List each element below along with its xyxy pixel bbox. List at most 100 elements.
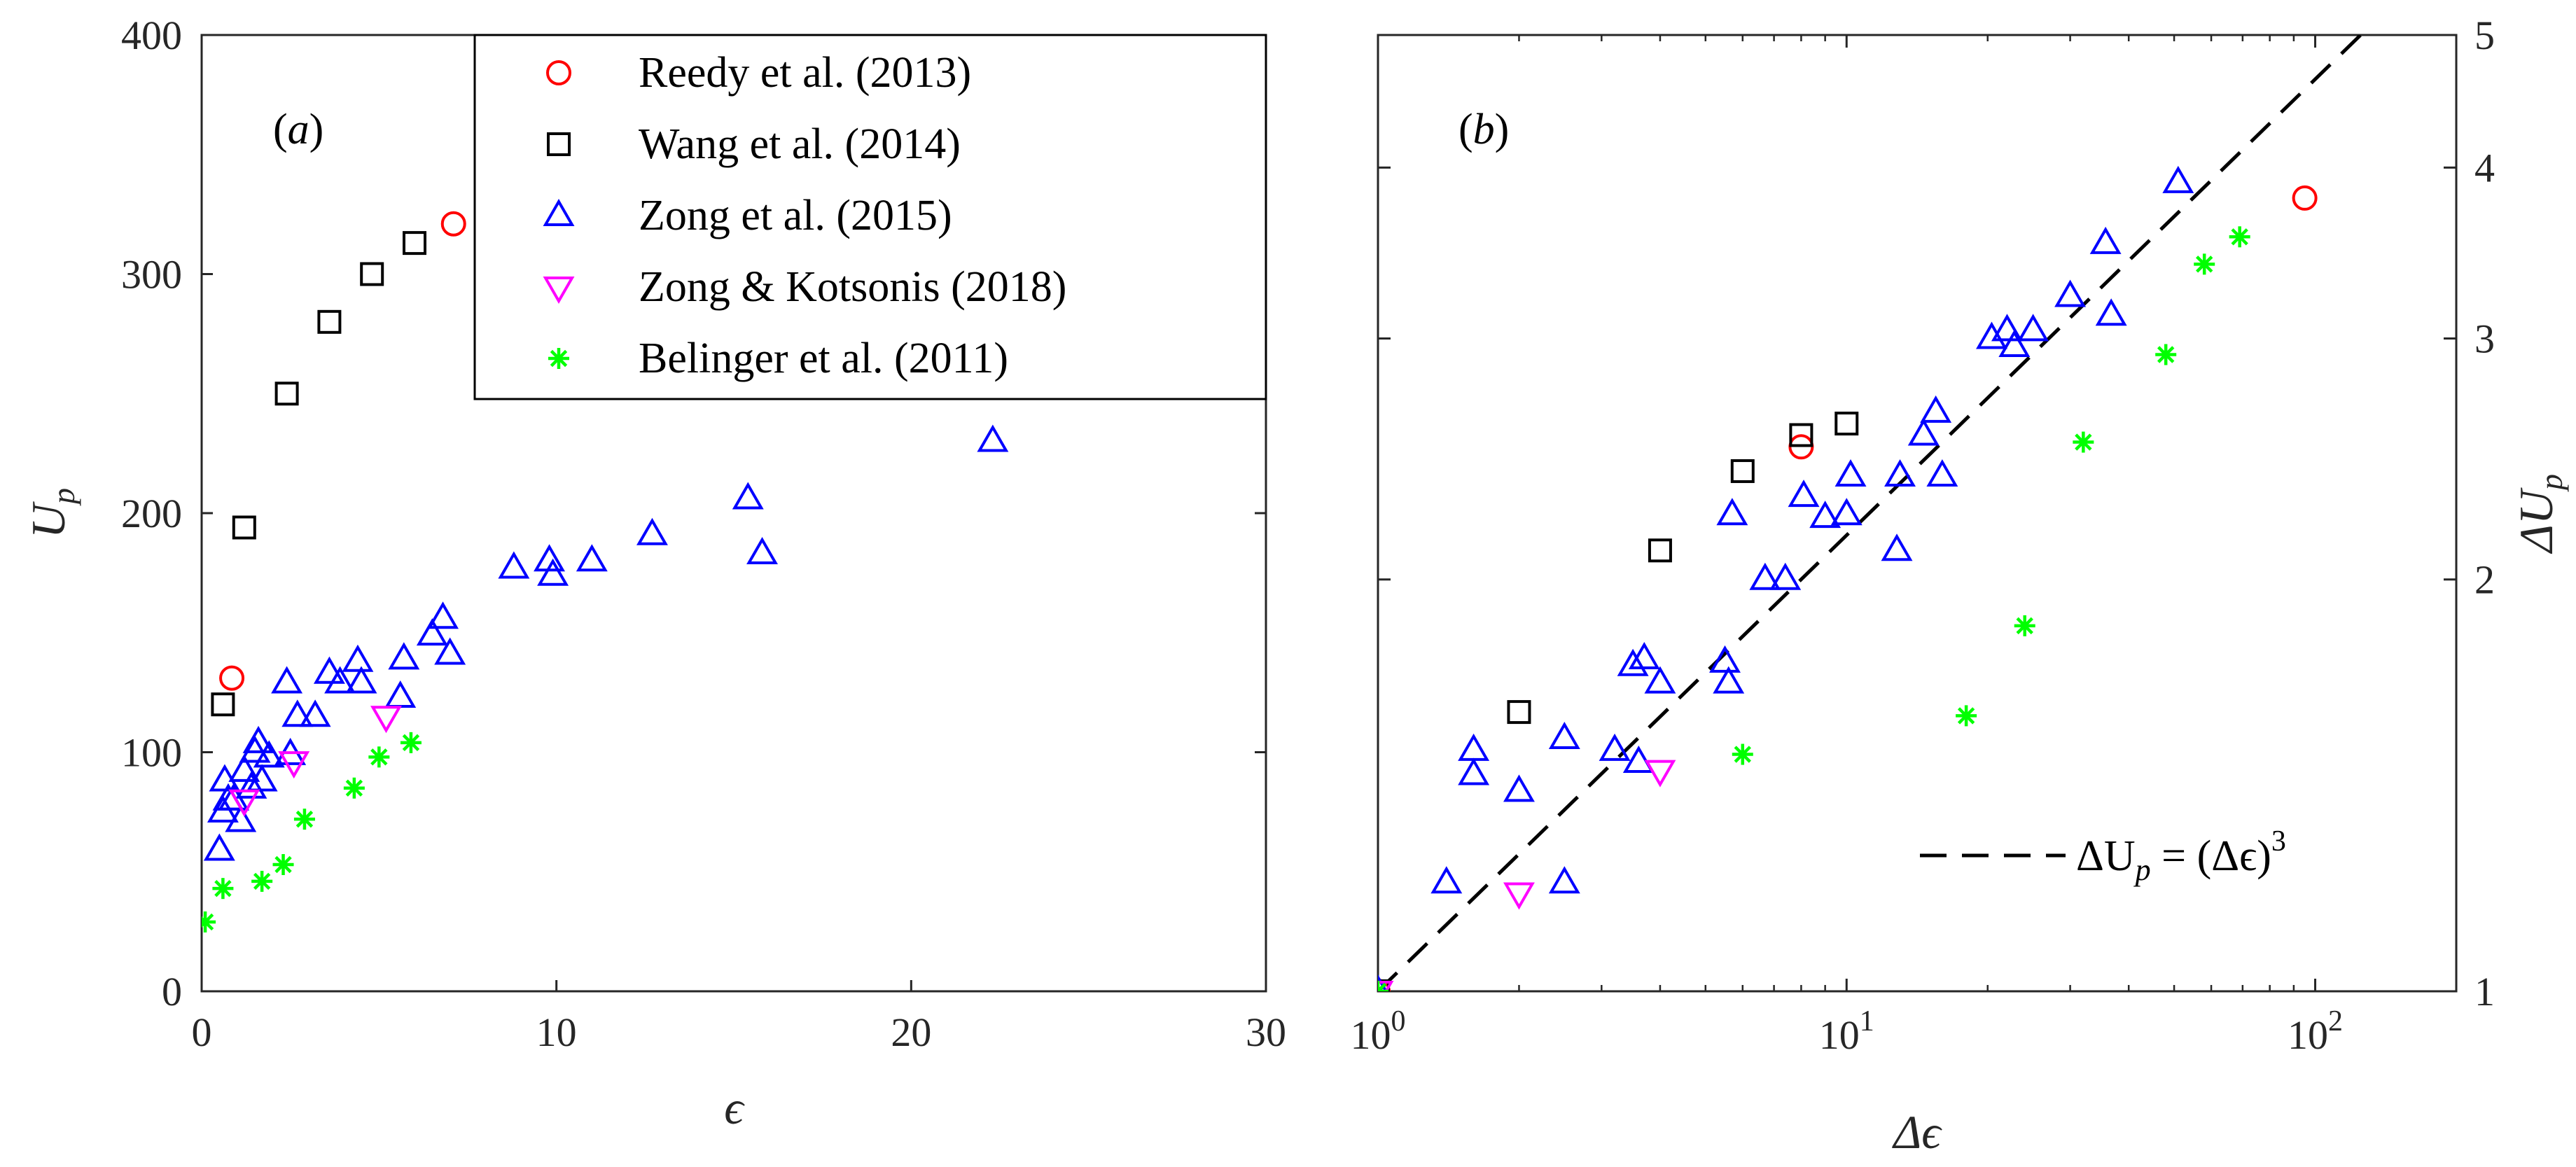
data-point — [1430, 866, 1463, 894]
legend-marker — [543, 198, 575, 226]
data-point-shape — [434, 637, 466, 665]
x-tick-label: 10 — [536, 1009, 577, 1055]
data-point — [299, 699, 331, 727]
data-point — [1713, 666, 1745, 694]
data-point-stroke — [214, 879, 232, 897]
data-point — [253, 740, 285, 768]
panel-b-y-axis-label: ΔUp — [2509, 474, 2569, 554]
data-point-shape — [1644, 666, 1676, 694]
data-point-stroke — [402, 734, 420, 752]
y-tick-label: 1 — [2474, 969, 2495, 1014]
data-point — [2155, 344, 2177, 365]
data-point-shape — [225, 804, 257, 832]
data-point-shape — [219, 665, 245, 691]
svg-text:Up: Up — [22, 488, 81, 538]
data-point-shape — [253, 740, 285, 768]
data-point — [416, 618, 448, 646]
data-point-shape — [313, 656, 345, 684]
data-point-shape — [246, 764, 278, 792]
data-point — [1628, 642, 1660, 670]
data-point-shape — [228, 754, 260, 782]
data-point-shape — [388, 642, 420, 670]
data-point — [1458, 733, 1490, 761]
data-point — [342, 644, 374, 672]
x-tick-label: 102 — [2288, 1005, 2343, 1058]
data-point — [1769, 562, 1802, 590]
y-tick-label: 300 — [121, 252, 182, 298]
data-point — [440, 211, 466, 237]
data-point — [211, 692, 235, 717]
data-point — [1732, 743, 1753, 765]
data-point — [388, 642, 420, 670]
data-point — [2095, 298, 2127, 326]
data-point — [1378, 974, 1388, 991]
data-point — [1648, 538, 1672, 563]
data-point-stroke — [1734, 746, 1751, 763]
data-point — [232, 515, 256, 540]
data-point-shape — [274, 382, 299, 406]
y-tick-label: 4 — [2474, 145, 2495, 190]
panel-b-x-axis-label: Δϵ — [1891, 1105, 1942, 1159]
legend-marker-shape — [543, 277, 575, 305]
data-point — [271, 666, 303, 694]
data-point — [400, 732, 422, 753]
reference-line-legend: ΔUp = (Δϵ)3 — [1920, 825, 2286, 887]
legend-marker — [547, 132, 571, 156]
data-point-shape — [977, 424, 1009, 452]
data-point-shape — [1834, 459, 1867, 487]
data-point — [1789, 423, 1813, 447]
data-point — [427, 601, 459, 629]
data-point-shape — [1809, 501, 1842, 529]
data-point-shape — [2089, 226, 2122, 254]
data-point — [219, 665, 245, 691]
data-point — [293, 809, 315, 830]
legend-marker-stroke — [550, 349, 568, 368]
legend: Reedy et al. (2013) Wang et al. (2014) Zon… — [473, 34, 1267, 400]
legend-items: Reedy et al. (2013) Wang et al. (2014) Zon… — [543, 49, 1066, 382]
series-zong-et-al-2015 — [203, 424, 1009, 861]
data-point-shape — [498, 551, 530, 579]
data-point — [228, 789, 260, 817]
y-tick-label: 5 — [2474, 13, 2495, 58]
data-point — [2229, 226, 2250, 248]
data-point — [2089, 226, 2122, 254]
data-point — [498, 551, 530, 579]
panel-b-tick-labels: 100 101 102 1 2 3 4 5 — [1351, 13, 2495, 1058]
data-point-shape — [1458, 733, 1490, 761]
series-reedy-et-al-2013 — [219, 211, 466, 691]
legend-marker — [548, 348, 569, 369]
series-belinger-et-al-2011 — [1378, 226, 2250, 991]
data-point — [317, 309, 342, 334]
data-point-shape — [732, 482, 764, 510]
data-point — [1548, 722, 1580, 750]
data-point — [1788, 480, 1820, 508]
series-zong-kotsonis-2018 — [1378, 760, 1676, 991]
data-point — [1749, 562, 1781, 590]
data-point — [324, 666, 356, 694]
data-point — [2073, 431, 2094, 453]
data-point-shape — [576, 544, 608, 572]
y-tick-label: 3 — [2474, 316, 2495, 362]
series-zong-kotsonis-2018 — [228, 706, 402, 817]
data-point-shape — [1458, 757, 1490, 785]
data-point — [246, 764, 278, 792]
data-point — [1884, 459, 1916, 487]
panel-b: 100 101 102 1 2 3 4 5 (b) Δϵ ΔUp ΔUp = (Δϵ)3 — [1351, 13, 2570, 1159]
data-point — [313, 656, 345, 684]
data-point-stroke — [274, 855, 292, 874]
data-point — [2017, 314, 2049, 342]
data-point — [202, 911, 216, 932]
data-point-shape — [370, 706, 402, 734]
data-point-shape — [211, 692, 235, 717]
data-point-shape — [1907, 418, 1940, 446]
data-point — [1907, 418, 1940, 446]
data-point-shape — [1991, 314, 2023, 342]
x-tick-label: 0 — [192, 1009, 212, 1055]
data-point — [434, 637, 466, 665]
data-point-shape — [299, 699, 331, 727]
svg-text:Δϵ: Δϵ — [1891, 1105, 1942, 1159]
data-point-shape — [1769, 562, 1802, 590]
